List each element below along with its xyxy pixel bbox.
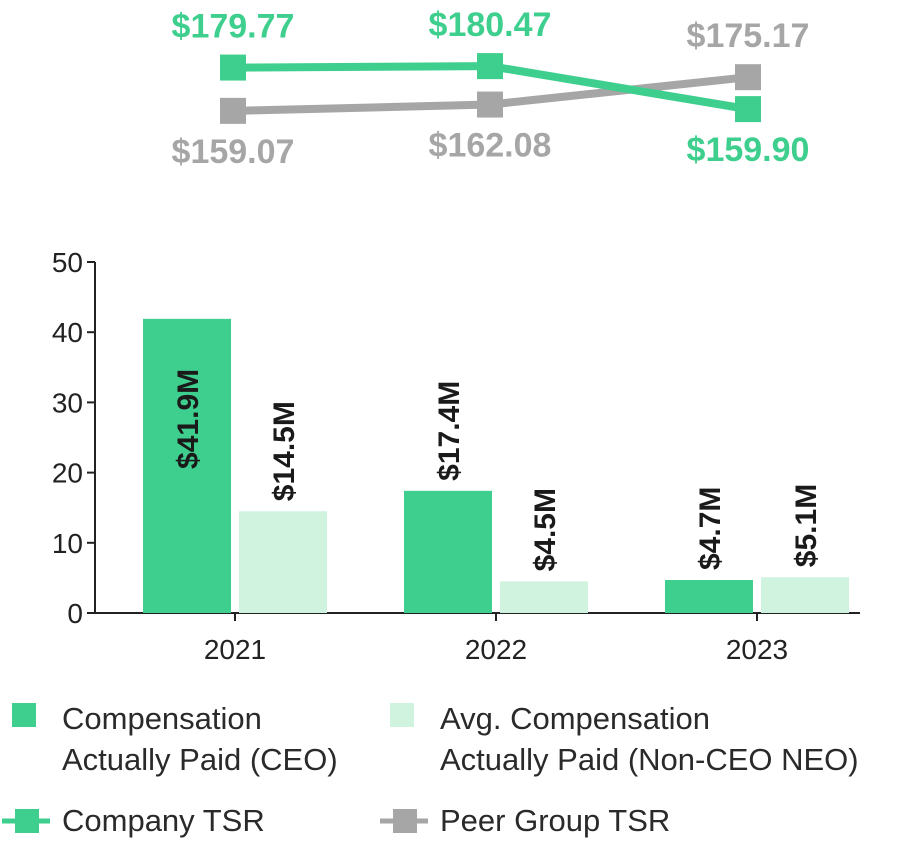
y-tick-label: 20 <box>52 458 83 489</box>
y-tick-label: 40 <box>52 317 83 348</box>
peer-tsr-marker <box>220 97 246 124</box>
y-tick-label: 50 <box>52 247 83 278</box>
peer-tsr-label: $175.17 <box>687 17 810 55</box>
company-tsr-label: $159.90 <box>687 131 810 169</box>
peer-tsr-label: $162.08 <box>429 127 552 165</box>
legend: Compensation Actually Paid (CEO) Avg. Comp… <box>2 701 859 838</box>
company-tsr-label: $179.77 <box>172 8 295 46</box>
legend-label-peer_tsr: Peer Group TSR <box>440 803 670 838</box>
bar-ceo-2021 <box>143 318 231 613</box>
y-tick-label: 10 <box>52 528 83 559</box>
bar-value-label: $4.5M <box>529 488 562 571</box>
y-tick-label: 30 <box>52 387 83 418</box>
bar-neo-2022 <box>500 581 588 613</box>
tsr-line-chart: $179.77 $180.47 $159.90 $159.07 $162.08 $175.… <box>172 6 810 171</box>
legend-label-neo: Actually Paid (Non-CEO NEO) <box>440 742 859 777</box>
bar-value-label: $14.5M <box>268 401 301 501</box>
bar-ceo-2022 <box>404 490 492 613</box>
legend-label-neo: Avg. Compensation <box>440 701 710 736</box>
x-tick-label: 2021 <box>204 634 266 665</box>
legend-label-ceo: Actually Paid (CEO) <box>62 742 338 777</box>
bar-value-label: $41.9M <box>172 369 205 469</box>
legend-swatch-ceo <box>12 703 36 727</box>
legend-label-ceo: Compensation <box>62 701 262 736</box>
bar-value-label: $4.7M <box>694 487 727 570</box>
company-tsr-marker <box>220 54 246 81</box>
x-tick-label: 2022 <box>465 634 527 665</box>
y-tick-label: 0 <box>67 598 83 629</box>
peer-tsr-marker <box>735 64 761 91</box>
bar-neo-2023 <box>761 577 849 613</box>
legend-marker-peer_tsr <box>393 809 417 833</box>
bar-value-label: $5.1M <box>790 484 823 567</box>
peer-tsr-marker <box>477 91 503 118</box>
company-tsr-marker <box>477 53 503 80</box>
bar-value-label: $17.4M <box>433 381 466 481</box>
company-tsr-marker <box>735 96 761 123</box>
company-tsr-label: $180.47 <box>429 6 552 44</box>
comp-bar-chart: 0 10 20 30 40 50 2021 $41.9M $14.5M 2022 $17.4M $4.… <box>52 247 860 665</box>
peer-tsr-label: $159.07 <box>172 133 295 171</box>
bar-ceo-2023 <box>665 580 753 613</box>
legend-swatch-neo <box>390 703 414 727</box>
legend-label-company_tsr: Company TSR <box>62 803 265 838</box>
legend-marker-company_tsr <box>15 809 39 833</box>
bar-neo-2021 <box>239 511 327 613</box>
x-tick-label: 2023 <box>726 634 788 665</box>
